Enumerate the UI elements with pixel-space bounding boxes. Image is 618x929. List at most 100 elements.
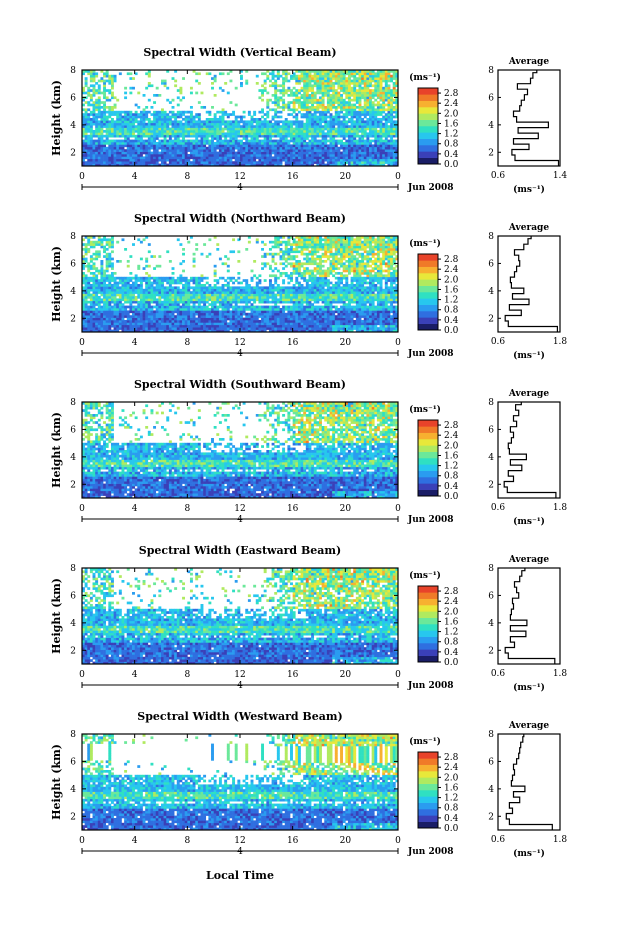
colorbar-tick-label: 1.2	[444, 462, 458, 472]
colorbar-swatch	[418, 113, 438, 120]
date-marker: 4	[237, 681, 243, 691]
colorbar-swatch	[418, 764, 438, 772]
average-x-label: (ms⁻¹)	[513, 682, 545, 693]
y-axis-label: Height (km)	[50, 246, 63, 322]
colorbar-swatch	[418, 630, 438, 637]
colorbar-swatch	[418, 821, 438, 829]
colorbar-swatch	[418, 254, 438, 261]
colorbar-swatch	[418, 439, 438, 446]
x-tick-label: 4	[132, 172, 138, 182]
x-tick-label: 0	[395, 670, 401, 680]
average-x-label: (ms⁻¹)	[513, 848, 545, 859]
colorbar-tick-label: 0.4	[444, 316, 459, 326]
x-tick-label: 12	[234, 504, 245, 514]
colorbar-swatch	[418, 317, 438, 324]
colorbar-tick-label: 2.8	[444, 89, 459, 99]
y-tick-label: 8	[70, 564, 76, 574]
colorbar-swatch	[418, 445, 438, 452]
colorbar-tick-label: 1.6	[444, 617, 459, 627]
colorbar-swatch	[418, 483, 438, 490]
colorbar-frame	[417, 253, 439, 331]
average-y-tick-label: 4	[488, 785, 494, 795]
colorbar-frame	[417, 419, 439, 497]
x-tick-label: 8	[184, 338, 190, 348]
colorbar-swatch	[418, 777, 438, 784]
average-x-tick-label: 1.8	[553, 337, 568, 347]
average-y-tick-label: 8	[488, 66, 494, 76]
colorbar-tick-label: 0.0	[444, 492, 459, 502]
colorbar-tick-label: 2.0	[444, 275, 459, 285]
colorbar-swatch	[418, 151, 438, 158]
x-tick-label: 20	[340, 670, 352, 680]
colorbar-units: (ms⁻¹)	[409, 404, 441, 415]
colorbar-swatch	[418, 451, 438, 459]
colorbar-swatch	[418, 273, 438, 280]
average-profile-line	[504, 236, 558, 332]
average-x-label: (ms⁻¹)	[513, 516, 545, 527]
date-marker: 4	[237, 349, 243, 359]
average-title: Average	[508, 555, 549, 565]
x-tick-label: 0	[79, 504, 85, 514]
colorbar-tick-label: 1.2	[444, 296, 458, 306]
average-y-tick-label: 2	[488, 148, 494, 158]
y-tick-label: 8	[70, 66, 76, 76]
average-y-tick-label: 2	[488, 480, 494, 490]
average-frame	[497, 733, 561, 831]
colorbar-tick-label: 0.4	[444, 150, 459, 160]
x-axis-label: Local Time	[206, 869, 274, 882]
colorbar-swatch	[418, 266, 438, 274]
colorbar-swatch	[418, 94, 438, 101]
x-tick-label: 12	[234, 836, 245, 846]
colorbar-tick-label: 2.4	[444, 597, 459, 607]
x-tick-label: 8	[184, 670, 190, 680]
date-label: Jun 2008	[407, 847, 454, 857]
average-y-tick-label: 8	[488, 232, 494, 242]
date-marker: 4	[237, 515, 243, 525]
x-tick-label: 12	[234, 172, 245, 182]
colorbar-tick-label: 0.8	[444, 140, 459, 150]
x-tick-label: 8	[184, 504, 190, 514]
colorbar-swatch	[418, 586, 438, 593]
colorbar-tick-label: 1.6	[444, 285, 459, 295]
y-tick-label: 2	[70, 314, 76, 324]
heatmap-cells	[82, 70, 399, 167]
average-x-label: (ms⁻¹)	[513, 184, 545, 195]
average-frame	[497, 401, 561, 499]
x-tick-label: 4	[132, 338, 138, 348]
average-y-tick-label: 2	[488, 314, 494, 324]
average-x-tick-label: 0.6	[491, 835, 506, 845]
colorbar-units: (ms⁻¹)	[409, 72, 441, 83]
date-label: Jun 2008	[407, 349, 454, 359]
colorbar-swatch	[418, 809, 438, 816]
y-tick-label: 8	[70, 232, 76, 242]
average-frame	[497, 69, 561, 167]
panel-title: Spectral Width (Westward Beam)	[137, 710, 342, 723]
x-tick-label: 0	[79, 172, 85, 182]
colorbar-tick-label: 0.8	[444, 472, 459, 482]
average-profile-line	[505, 734, 553, 830]
average-frame	[497, 235, 561, 333]
colorbar-tick-label: 0.8	[444, 638, 459, 648]
y-axis-label: Height (km)	[50, 578, 63, 654]
x-tick-label: 16	[287, 172, 299, 182]
average-title: Average	[508, 721, 549, 731]
average-x-tick-label: 0.6	[491, 171, 506, 181]
colorbar-frame	[417, 87, 439, 165]
colorbar-swatch	[418, 464, 438, 471]
date-label: Jun 2008	[407, 681, 454, 691]
average-y-tick-label: 6	[488, 259, 494, 269]
colorbar-swatch	[418, 298, 438, 305]
heatmap-cells	[82, 236, 399, 333]
average-title: Average	[508, 57, 549, 67]
date-label: Jun 2008	[407, 183, 454, 193]
colorbar-swatch	[418, 477, 438, 484]
average-y-tick-label: 4	[488, 619, 494, 629]
heatmap-cells	[82, 568, 399, 665]
average-y-tick-label: 6	[488, 591, 494, 601]
average-y-tick-label: 8	[488, 564, 494, 574]
colorbar-frame	[417, 585, 439, 663]
panel-title: Spectral Width (Vertical Beam)	[143, 46, 336, 59]
y-axis-label: Height (km)	[50, 80, 63, 156]
y-tick-label: 4	[70, 121, 76, 131]
average-profile-line	[503, 402, 557, 498]
